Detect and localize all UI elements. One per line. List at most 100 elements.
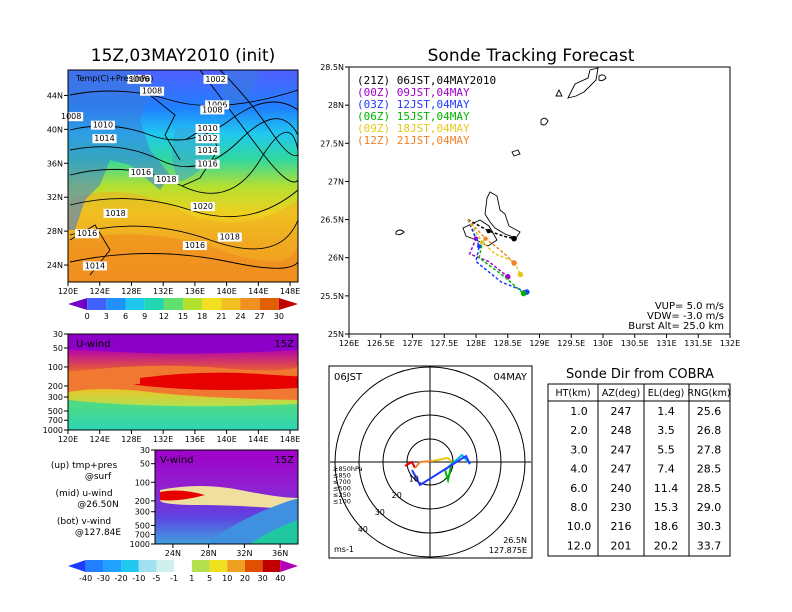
map-lon-label: 148E — [280, 287, 300, 296]
wind-colorbar-swatch — [280, 560, 298, 572]
u-wind-time: 15Z — [274, 339, 294, 350]
map-field-label: Temp(C)+Pres(hPa) — [75, 74, 153, 83]
table-cell: 30.3 — [697, 520, 722, 533]
table-cell: 28.5 — [697, 482, 722, 495]
hodograph-lat: 26.5N — [503, 536, 527, 545]
forecast-lon-label: 131E — [656, 339, 676, 348]
forecast-legend-entry: (21Z) 06JST,04MAY2010 — [357, 74, 496, 87]
hodograph-unit: ms-1 — [334, 545, 354, 554]
table-cell: 25.6 — [697, 405, 722, 418]
hodograph-time: 06JST — [334, 372, 363, 383]
table-cell: 230 — [611, 501, 632, 514]
hodograph-lon: 127.875E — [489, 546, 527, 555]
forecast-lat-label: 25N — [328, 330, 344, 339]
isobar-label: 1018 — [156, 175, 176, 184]
temp-colorbar-label: 27 — [255, 312, 265, 321]
wind-colorbar-label: 10 — [222, 574, 232, 583]
table-cell: 20.2 — [654, 539, 679, 552]
forecast-lat-label: 25.5N — [320, 292, 344, 301]
table-grid — [548, 384, 730, 556]
forecast-track-end — [511, 235, 517, 242]
forecast-lon-label: 128E — [466, 339, 486, 348]
forecast-track-end — [511, 260, 517, 266]
isobar-label-bg — [90, 120, 115, 130]
u-pres-label: 300 — [48, 393, 63, 402]
forecast-track-end — [520, 290, 527, 297]
temp-colorbar-swatch — [240, 298, 260, 310]
map-lat-label: 40N — [47, 125, 63, 134]
isobar-label-bg — [92, 134, 117, 144]
hodograph-level: ≤250 — [333, 491, 351, 499]
map-lat-ticks: 44N 40N 36N 32N 28N 24N — [47, 91, 68, 270]
table-cell: 7.4 — [657, 463, 675, 476]
forecast-legend: (21Z) 06JST,04MAY2010(00Z) 09JST,04MAY(0… — [357, 74, 496, 147]
temp-colorbar-label: 18 — [197, 312, 207, 321]
isobar-label: 1008 — [202, 105, 222, 114]
u-wind-field — [68, 334, 298, 430]
wind-colorbar-label: 40 — [275, 574, 285, 583]
isobar-label: 1016 — [131, 168, 151, 177]
temp-colorbar-label: 21 — [216, 312, 226, 321]
table-cell: 247 — [611, 463, 632, 476]
isobar-label: 1016 — [185, 241, 205, 250]
table-cell: 247 — [611, 405, 632, 418]
hodograph-ring-label: 40 — [358, 525, 368, 534]
v-wind-field — [155, 450, 298, 544]
u-lon-label: 128E — [121, 435, 141, 444]
forecast-lon-label: 126E — [339, 339, 359, 348]
table-cell: 216 — [611, 520, 632, 533]
temp-colorbar-swatch — [163, 298, 183, 310]
forecast-lat-label: 27N — [328, 177, 344, 186]
table-title: Sonde Dir from COBRA — [566, 367, 714, 382]
map-frame — [67, 69, 299, 283]
isobar-label: 1006 — [129, 75, 149, 84]
forecast-param: VUP= 5.0 m/s — [655, 301, 724, 312]
isobar-label: 1008 — [142, 87, 162, 96]
hodograph-level: ≤100 — [333, 498, 351, 506]
forecast-lon-label: 129E — [529, 339, 549, 348]
forecast-track-point — [486, 228, 491, 234]
map-lat-label: 32N — [47, 193, 63, 202]
u-pres-label: 700 — [48, 416, 63, 425]
temp-colorbar: 0 3 6 9 12 15 18 21 24 27 30 — [68, 298, 298, 321]
table-cell: 1.4 — [657, 405, 675, 418]
isobar-label-bg — [195, 134, 220, 144]
table-header: HT(km) — [555, 388, 590, 399]
temp-colorbar-label: 3 — [104, 312, 109, 321]
wind-colorbar-label: -10 — [132, 574, 145, 583]
u-pres-label: 500 — [48, 407, 63, 416]
table-cell: 240 — [611, 482, 632, 495]
v-pres-label: 300 — [135, 508, 150, 517]
table-cell: 201 — [611, 539, 632, 552]
forecast-lat-label: 26N — [328, 254, 344, 263]
forecast-legend-entry: (00Z) 09JST,04MAY — [357, 86, 470, 99]
note-line: (mid) u-wind — [55, 489, 112, 499]
wind-colorbar-swatch — [85, 560, 104, 572]
forecast-tracks — [467, 218, 530, 297]
map-lon-label: 136E — [185, 287, 205, 296]
temp-colorbar-label: 30 — [274, 312, 284, 321]
isobar-label-bg — [203, 74, 228, 84]
wind-colorbar-swatch — [244, 560, 263, 572]
wind-colorbar-swatch — [68, 560, 86, 572]
forecast-lon-label: 128.5E — [494, 339, 522, 348]
wind-colorbar-swatch — [138, 560, 157, 572]
hodograph-level: ≤500 — [333, 485, 351, 493]
isobar-label: 1008 — [61, 112, 81, 121]
isobar-label-bg — [200, 105, 225, 115]
u-lon-label: 140E — [216, 435, 236, 444]
hodograph-ring-label: 30 — [375, 508, 385, 517]
forecast-legend-entry: (03Z) 12JST,04MAY — [357, 98, 470, 111]
v-pres-label: 200 — [135, 497, 150, 506]
note-line: (bot) v-wind — [57, 517, 111, 527]
isobar-label-bg — [195, 159, 220, 169]
temp-colorbar-swatch — [278, 298, 298, 310]
v-pres-label: 50 — [140, 460, 150, 469]
isobar-label-bg — [195, 146, 220, 156]
forecast-frame — [348, 66, 731, 335]
table-header: AZ(deg) — [602, 388, 640, 399]
isobar-label: 1018 — [105, 209, 125, 218]
temp-colorbar-label: 12 — [159, 312, 169, 321]
v-wind-label: V-wind — [160, 455, 194, 466]
